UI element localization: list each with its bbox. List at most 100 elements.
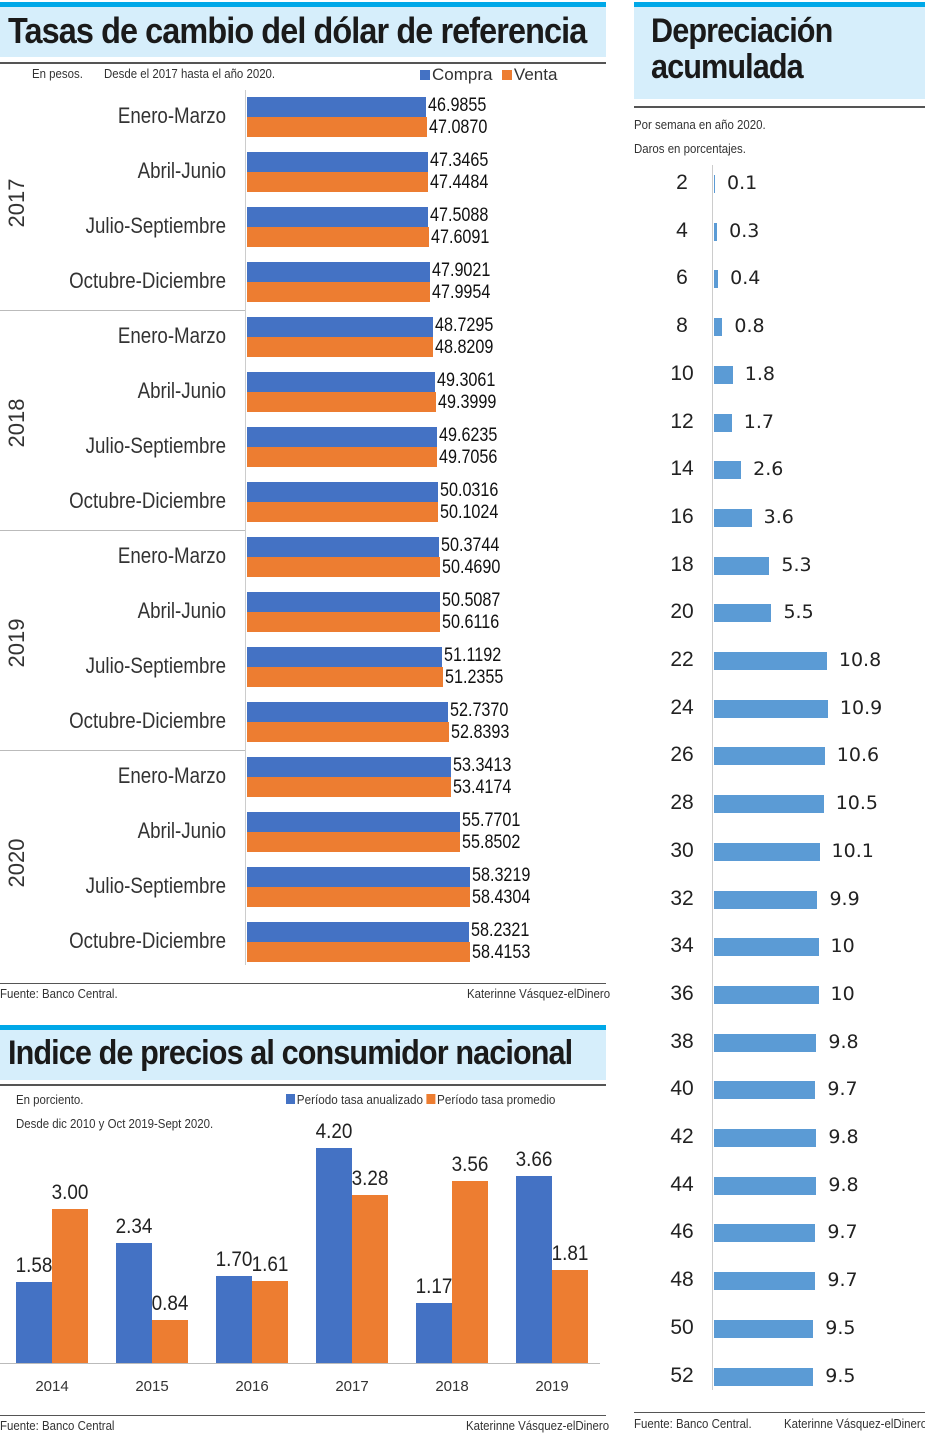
legend-swatch-promedio [426,1094,436,1104]
week-label: 20 [670,600,694,624]
bar-venta [247,722,449,742]
quarter-label: Enero-Marzo [117,543,226,568]
depreciation-value: 10.8 [838,649,882,671]
bar-venta [247,392,436,412]
value-compra: 49.3061 [437,370,496,391]
depreciation-value: 0.1 [727,172,758,194]
value-venta: 58.4304 [472,887,531,908]
quarter-label: Abril-Junio [137,378,226,403]
exchange-note-unit: En pesos. [32,66,83,81]
depreciation-bar [714,1367,814,1386]
bar-compra [247,647,443,667]
value-venta: 47.4484 [430,172,489,193]
value-compra: 53.3413 [452,755,512,776]
value-venta: 47.6091 [430,227,490,248]
depreciation-bar [714,1176,817,1195]
depreciation-note-2: Daros en porcentajes. [634,141,746,156]
cpi-legend: Período tasa anualizado Período tasa pro… [286,1092,555,1107]
depreciation-value: 10.6 [836,744,880,767]
year-tick-label: 2014 [35,1378,69,1395]
depreciation-value: 5.3 [781,553,812,576]
value-venta: 50.6116 [442,612,500,633]
week-label: 16 [670,504,694,528]
cpi-title: Indice de precios al consumidor nacional [8,1034,573,1072]
bar-compra [247,867,470,887]
value-compra: 58.2321 [471,920,530,941]
value-venta: 53.4174 [453,777,512,798]
week-label: 2 [676,171,688,194]
value-compra: 46.9855 [428,95,487,116]
value-anualizado: 2.34 [115,1215,153,1239]
value-venta: 47.9954 [432,282,491,303]
depreciation-bar [714,413,732,432]
legend-swatch-venta [501,70,512,80]
cpi-note-1: En porciento. [16,1092,84,1107]
depreciation-value: 0.8 [734,315,765,338]
week-label: 14 [670,457,694,481]
bar-venta [247,667,443,687]
bar-venta [247,887,471,907]
value-promedio: 3.56 [451,1152,489,1176]
bar-anualizado [316,1147,352,1363]
quarter-label: Abril-Junio [137,598,226,623]
quarter-label: Enero-Marzo [117,103,226,128]
depreciation-value: 9.7 [827,1221,858,1244]
quarter-label: Julio-Septiembre [85,653,226,678]
year-tick-label: 2015 [135,1378,169,1395]
year-label: 2020 [4,838,29,888]
value-compra: 47.3465 [429,150,489,171]
quarter-label: Julio-Septiembre [85,433,226,458]
quarter-label: Abril-Junio [137,158,226,183]
depreciation-value: 9.5 [825,1364,856,1387]
bar-compra [247,372,436,392]
week-label: 28 [670,791,694,815]
value-anualizado: 1.58 [15,1254,53,1278]
depreciation-note-1: Por semana en año 2020. [634,117,766,132]
depreciation-bar [714,1081,816,1100]
bar-promedio [552,1270,588,1363]
depreciation-value: 9.5 [825,1316,856,1339]
divider [0,983,606,984]
week-label: 10 [670,361,694,385]
week-label: 44 [670,1172,694,1196]
week-label: 42 [670,1125,694,1148]
depreciation-bar [714,842,820,861]
value-venta: 58.4153 [472,942,531,963]
legend-promedio: Período tasa promedio [437,1092,556,1107]
bar-venta [247,777,452,797]
value-anualizado: 1.17 [415,1275,453,1299]
depreciation-bar [714,652,827,670]
depreciation-bar [714,747,825,766]
week-label: 38 [670,1029,694,1053]
quarter-label: Octubre-Diciembre [69,708,226,733]
week-label: 6 [676,266,688,290]
week-label: 40 [670,1077,694,1101]
quarter-label: Enero-Marzo [117,323,226,348]
divider [0,62,606,64]
bar-compra [247,922,470,942]
year-tick-label: 2019 [535,1378,569,1395]
week-label: 22 [670,648,694,671]
divider [0,1084,606,1086]
legend-compra: Compra [432,65,493,84]
depreciation-bar [714,556,770,575]
year-tick-label: 2018 [435,1378,469,1395]
bar-venta [247,282,431,302]
depreciation-bar [714,1129,817,1147]
quarter-label: Abril-Junio [137,818,226,843]
depreciation-value: 10.5 [835,792,879,815]
depreciation-value: 1.7 [743,410,774,433]
value-venta: 50.4690 [441,557,501,578]
week-label: 26 [670,743,694,767]
bar-venta [247,117,427,137]
value-compra: 58.3219 [471,865,531,886]
value-anualizado: 3.66 [515,1147,553,1171]
value-compra: 50.5087 [441,590,501,611]
value-compra: 55.7701 [462,810,521,831]
value-compra: 47.5088 [430,205,489,226]
bar-promedio [452,1180,488,1363]
value-anualizado: 1.70 [215,1247,253,1271]
value-venta: 47.0870 [428,117,488,138]
week-label: 4 [676,218,688,242]
